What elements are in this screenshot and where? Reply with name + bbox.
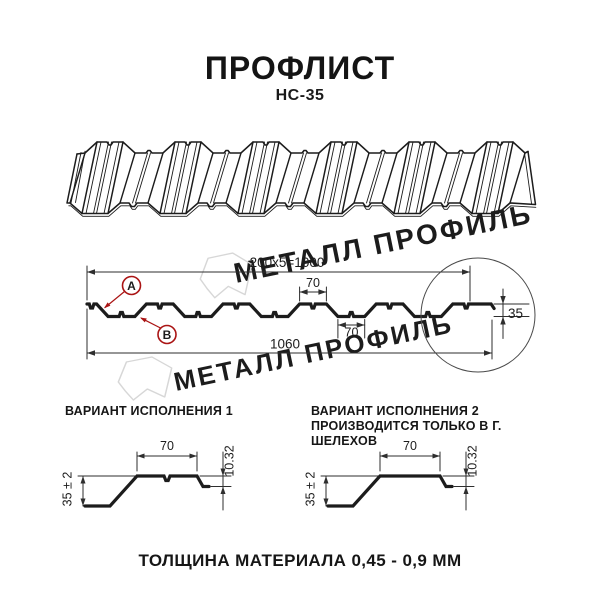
surface-markers	[104, 275, 177, 345]
marker-a-circle	[121, 275, 142, 296]
marker-a-label: А	[127, 279, 136, 293]
brand-logo-outline-icon	[117, 356, 173, 401]
page-title: ПРОФЛИСТ	[204, 50, 396, 86]
dim-label-rib-bottom: 70	[345, 326, 359, 340]
brand-logo-outline-icon	[199, 252, 253, 299]
variant1-dim-top-label: 70	[160, 439, 174, 453]
corrugated-sheet-3d-drawing	[66, 141, 537, 217]
marker-b-circle	[157, 324, 177, 345]
dim-label-total-width: 200x5=1000	[250, 255, 325, 270]
dim-label-rib-top: 70	[306, 276, 320, 290]
detail-view-circle	[420, 257, 536, 373]
variant2-title-line2: ПРОИЗВОДИТСЯ ТОЛЬКО В Г. ШЕЛЕХОВ	[311, 419, 502, 448]
variant2-dim-top-label: 70	[403, 439, 417, 453]
page-subtitle: НС-35	[275, 87, 325, 104]
dim-label-profile-height: 35	[508, 306, 523, 321]
material-thickness-note: ТОЛЩИНА МАТЕРИАЛА 0,45 - 0,9 ММ	[138, 551, 462, 570]
dim-label-overall-width: 1060	[270, 337, 300, 352]
dimension-annotations	[86, 265, 530, 360]
variant2-dim-height-label: 35 ± 2	[304, 472, 318, 507]
variant1-dim-height-label: 35 ± 2	[61, 472, 75, 507]
variant1-title: ВАРИАНТ ИСПОЛНЕНИЯ 1	[65, 404, 233, 418]
variant1-dim-step-label: 10.32	[223, 445, 237, 476]
profile-cross-section-drawing	[85, 302, 496, 319]
variant2-title: ВАРИАНТ ИСПОЛНЕНИЯ 2 ПРОИЗВОДИТСЯ ТОЛЬКО…	[311, 404, 541, 449]
variant2-dim-step-label: 10.32	[466, 445, 480, 476]
watermark-text-1: МЕТАЛЛ ПРОФИЛЬ	[231, 198, 535, 289]
variant-detail-drawings	[77, 451, 475, 511]
marker-b-label: В	[163, 328, 172, 342]
variant2-title-line1: ВАРИАНТ ИСПОЛНЕНИЯ 2	[311, 404, 479, 418]
